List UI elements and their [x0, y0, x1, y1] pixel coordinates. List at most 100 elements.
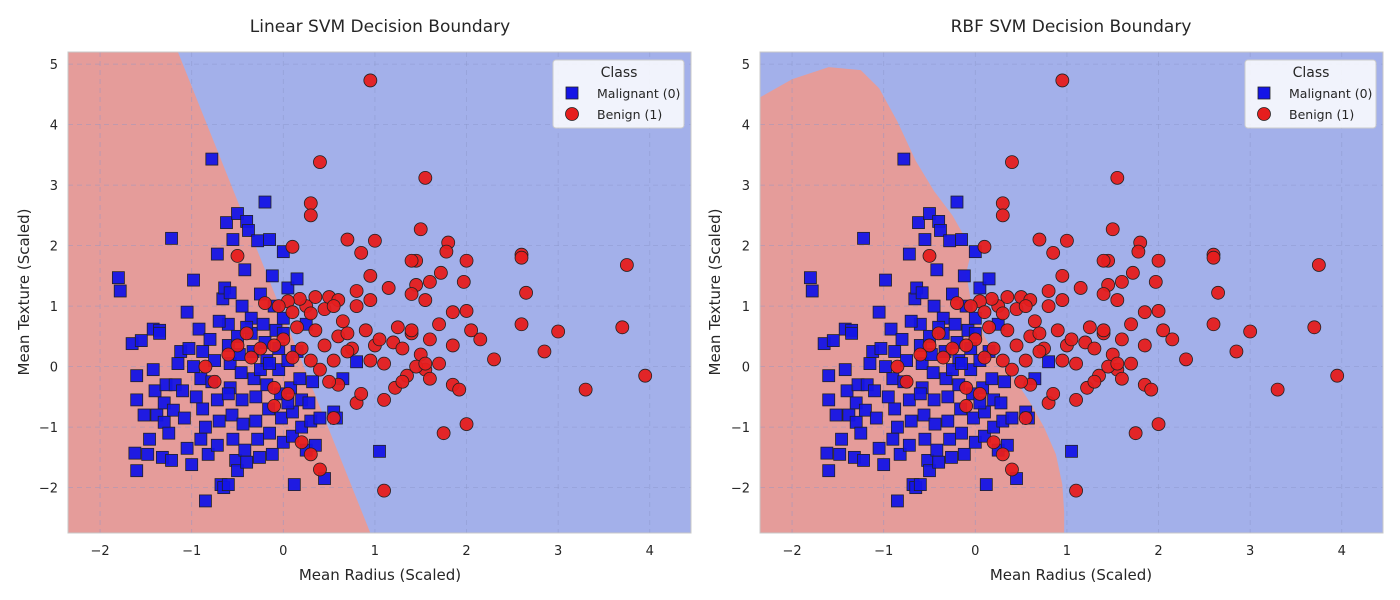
point-malignant: [934, 224, 947, 237]
point-benign: [418, 356, 433, 371]
point-benign: [899, 374, 914, 389]
point-benign: [1041, 284, 1056, 298]
point-benign: [372, 332, 387, 347]
point-benign: [950, 296, 964, 310]
point-malignant: [221, 387, 235, 401]
point-benign: [1005, 362, 1019, 377]
x-tick-label: 1: [1063, 544, 1071, 559]
point-benign: [340, 326, 355, 341]
point-benign: [1110, 293, 1125, 307]
point-benign: [433, 265, 448, 280]
plot-area: [68, 52, 691, 533]
point-malignant: [985, 372, 999, 386]
point-malignant: [858, 403, 872, 417]
point-benign: [1018, 353, 1033, 368]
point-benign: [1096, 323, 1111, 338]
point-benign: [280, 386, 295, 401]
legend-label-malignant: Malignant (0): [1289, 86, 1372, 101]
point-malignant: [872, 305, 886, 319]
point-malignant: [153, 326, 167, 340]
point-benign: [244, 350, 259, 365]
point-malignant: [221, 478, 235, 491]
point-benign: [473, 332, 488, 347]
point-benign: [285, 239, 300, 254]
y-tick-label: 2: [50, 240, 58, 255]
tick-labels: −2 −1 0 1 2 3 4 −2 −1 0 1 2 3 4 5: [39, 58, 654, 559]
point-benign: [326, 353, 341, 368]
point-benign: [986, 435, 1001, 450]
point-benign: [368, 233, 382, 248]
point-benign: [303, 447, 318, 462]
point-benign: [519, 285, 533, 300]
point-benign: [963, 299, 978, 314]
point-malignant: [137, 408, 151, 422]
point-malignant: [275, 411, 288, 425]
point-malignant: [869, 411, 883, 425]
point-malignant: [130, 393, 144, 407]
point-malignant: [187, 360, 200, 374]
point-malignant: [957, 447, 971, 461]
point-benign: [1050, 323, 1065, 338]
point-malignant: [822, 464, 836, 478]
point-benign: [326, 411, 341, 425]
point-benign: [1114, 332, 1129, 347]
point-benign: [267, 399, 282, 413]
point-malignant: [957, 269, 971, 283]
point-malignant: [128, 446, 142, 460]
point-malignant: [242, 224, 255, 237]
point-benign: [418, 170, 433, 185]
point-benign: [1014, 374, 1029, 389]
legend: Class Malignant (0) Benign (1): [552, 59, 685, 129]
point-malignant: [820, 446, 834, 460]
legend-title: Class: [1293, 65, 1330, 81]
point-malignant: [373, 444, 386, 458]
point-benign: [1046, 245, 1061, 260]
point-malignant: [240, 455, 254, 469]
point-benign: [977, 305, 992, 320]
point-benign: [1330, 368, 1345, 383]
point-malignant: [146, 363, 160, 377]
point-malignant: [265, 447, 279, 461]
y-tick-label: 1: [50, 300, 58, 315]
point-benign: [432, 356, 446, 371]
point-benign: [986, 341, 1001, 356]
point-benign: [267, 338, 282, 353]
point-malignant: [1065, 444, 1078, 458]
point-benign: [459, 304, 474, 318]
point-malignant: [212, 314, 226, 328]
point-malignant: [872, 441, 886, 455]
x-tick-label: 3: [1246, 544, 1254, 559]
point-malignant: [902, 438, 916, 452]
point-malignant: [194, 372, 208, 386]
point-benign: [313, 362, 327, 377]
point-malignant: [918, 233, 932, 246]
point-benign: [1046, 386, 1061, 401]
point-malignant: [854, 426, 868, 440]
point-benign: [459, 417, 474, 431]
point-benign: [537, 344, 552, 359]
point-benign: [198, 359, 213, 374]
point-benign: [377, 483, 391, 498]
axes-border: [759, 51, 1384, 534]
point-benign: [1137, 305, 1152, 320]
point-benign: [922, 338, 937, 353]
point-benign: [1124, 356, 1138, 371]
point-benign: [1144, 382, 1159, 397]
point-benign: [221, 347, 236, 362]
point-benign: [1041, 299, 1056, 314]
point-benign: [439, 244, 454, 259]
point-malignant: [256, 317, 270, 331]
y-tick-label: −1: [731, 421, 750, 436]
point-malignant: [941, 414, 955, 428]
y-tick-label: 5: [50, 58, 58, 73]
point-malignant: [203, 332, 217, 346]
point-benign: [1156, 323, 1171, 338]
point-benign: [1087, 374, 1102, 389]
point-benign: [972, 386, 987, 401]
y-tick-label: −2: [39, 482, 58, 497]
point-malignant: [141, 447, 155, 461]
point-benign: [422, 332, 437, 347]
point-malignant: [189, 390, 203, 404]
y-tick-label: 4: [50, 119, 58, 134]
point-malignant: [251, 234, 265, 248]
